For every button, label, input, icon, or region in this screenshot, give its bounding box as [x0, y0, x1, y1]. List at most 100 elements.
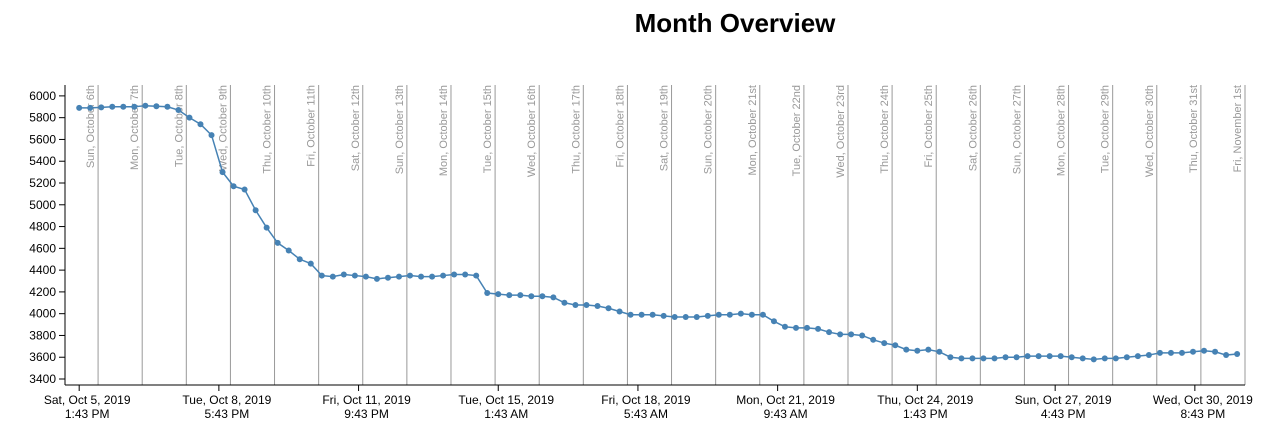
- point: [307, 260, 314, 267]
- point: [285, 247, 292, 254]
- point: [1090, 356, 1097, 363]
- point: [186, 114, 193, 121]
- point: [318, 272, 325, 279]
- point: [1234, 350, 1241, 357]
- point: [759, 311, 766, 318]
- point: [1013, 354, 1020, 361]
- point: [407, 272, 414, 279]
- point: [837, 331, 844, 338]
- day-label: Fri, October 18th: [614, 85, 626, 168]
- x-tick-label: Fri, Oct 18, 2019: [601, 393, 691, 407]
- point: [947, 354, 954, 361]
- point: [440, 272, 447, 279]
- point: [351, 272, 358, 279]
- point: [1145, 352, 1152, 359]
- x-tick-label: Tue, Oct 8, 2019: [182, 393, 271, 407]
- point: [616, 308, 623, 315]
- point: [583, 301, 590, 308]
- point: [1212, 348, 1219, 355]
- point: [693, 313, 700, 320]
- y-tick-label: 3400: [29, 372, 56, 386]
- day-label: Wed, October 30th: [1144, 85, 1156, 177]
- point: [263, 224, 270, 231]
- point: [1223, 352, 1230, 359]
- point: [219, 169, 226, 176]
- point: [605, 305, 612, 312]
- point: [1079, 355, 1086, 362]
- point: [1178, 349, 1185, 356]
- point: [373, 275, 380, 282]
- day-label: Sat, October 26th: [967, 85, 979, 171]
- day-label: Sun, October 20th: [703, 85, 715, 174]
- point: [572, 301, 579, 308]
- y-tick-label: 5000: [29, 198, 56, 212]
- point: [726, 311, 733, 318]
- x-tick-label: Wed, Oct 30, 2019: [1153, 393, 1253, 407]
- point: [671, 313, 678, 320]
- point: [76, 104, 83, 111]
- point: [528, 293, 535, 300]
- point: [627, 311, 634, 318]
- point: [340, 271, 347, 278]
- day-label: Fri, November 1st: [1232, 85, 1244, 172]
- point: [484, 289, 491, 296]
- point: [980, 355, 987, 362]
- point: [969, 355, 976, 362]
- point: [164, 103, 171, 110]
- point: [252, 207, 259, 214]
- point: [881, 340, 888, 347]
- point: [815, 325, 822, 332]
- x-tick-label: 1:43 AM: [484, 407, 528, 421]
- point: [1101, 355, 1108, 362]
- point: [638, 311, 645, 318]
- point: [539, 293, 546, 300]
- point: [175, 107, 182, 114]
- point: [826, 329, 833, 336]
- point: [1123, 354, 1130, 361]
- point: [153, 103, 160, 110]
- point: [131, 103, 138, 110]
- point: [561, 299, 568, 306]
- line: [79, 104, 1238, 361]
- point: [859, 332, 866, 339]
- x-tick-label: Sun, Oct 27, 2019: [1015, 393, 1112, 407]
- x-tick-label: Thu, Oct 24, 2019: [877, 393, 973, 407]
- day-label: Sun, October 27th: [1011, 85, 1023, 174]
- point: [715, 311, 722, 318]
- chart-title: Month Overview: [635, 8, 837, 38]
- day-label: Tue, October 29th: [1100, 85, 1112, 173]
- point: [230, 183, 237, 190]
- y-tick-label: 5600: [29, 132, 56, 146]
- x-tick-label: 9:43 AM: [764, 407, 808, 421]
- day-label: Thu, October 24th: [879, 85, 891, 174]
- point: [936, 348, 943, 355]
- point: [682, 313, 689, 320]
- x-tick-label: 4:43 PM: [1041, 407, 1086, 421]
- day-label: Sun, October 6th: [85, 85, 97, 168]
- point: [98, 104, 105, 111]
- point: [208, 132, 215, 139]
- point: [991, 355, 998, 362]
- day-label: Wed, October 9th: [217, 85, 229, 171]
- point: [804, 324, 811, 331]
- point: [418, 273, 425, 280]
- y-tick-label: 4600: [29, 241, 56, 255]
- day-label: Sat, October 19th: [659, 85, 671, 171]
- x-tick-label: Fri, Oct 11, 2019: [322, 393, 411, 407]
- day-label: Thu, October 17th: [570, 85, 582, 174]
- point: [1024, 353, 1031, 360]
- point: [892, 342, 899, 349]
- x-tick-label: 9:43 PM: [344, 407, 389, 421]
- point: [1002, 354, 1009, 361]
- point: [1156, 349, 1163, 356]
- point: [748, 311, 755, 318]
- y-tick-label: 5200: [29, 176, 56, 190]
- point: [462, 271, 469, 278]
- point: [197, 121, 204, 128]
- point: [395, 273, 402, 280]
- point: [120, 103, 127, 110]
- point: [737, 310, 744, 317]
- day-label: Tue, October 15th: [482, 85, 494, 173]
- point: [473, 272, 480, 279]
